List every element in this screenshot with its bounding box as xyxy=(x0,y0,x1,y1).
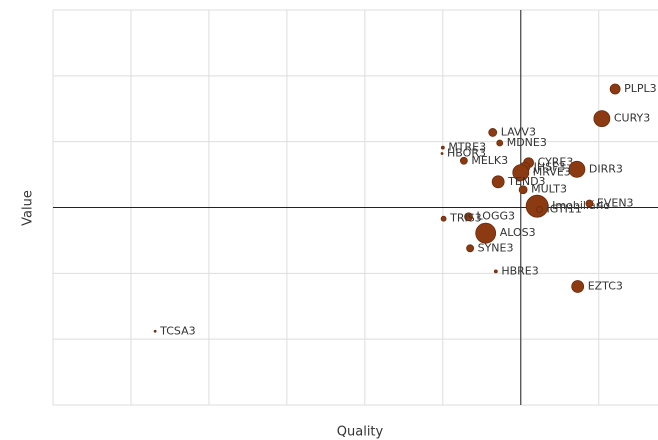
bubble xyxy=(518,185,528,195)
bubble xyxy=(475,222,497,244)
point-label: MDNE3 xyxy=(507,136,547,149)
point-label: TEND3 xyxy=(507,175,545,188)
bubble xyxy=(440,152,444,155)
point-label: SYNE3 xyxy=(478,241,514,254)
y-axis-title: Value xyxy=(21,190,36,226)
point-label: TRIS3 xyxy=(449,212,482,225)
bubble xyxy=(493,269,498,274)
bubble xyxy=(536,206,543,213)
point-label: JHSF3 xyxy=(533,160,566,173)
bubble xyxy=(525,194,549,218)
point-label: MELK3 xyxy=(471,154,508,167)
bubble xyxy=(593,110,611,128)
point-label: Imobiliário xyxy=(552,199,610,212)
point-label: CURY3 xyxy=(614,112,650,125)
bubble xyxy=(488,128,498,137)
point-label: HBOR3 xyxy=(447,147,486,160)
point-label: MTRE3 xyxy=(448,141,486,154)
bubble xyxy=(459,156,468,165)
point-label: EZTC3 xyxy=(588,280,623,293)
point-label: HBRE3 xyxy=(501,264,538,277)
bubble xyxy=(464,212,473,222)
bubble xyxy=(585,199,594,208)
bubble xyxy=(491,175,505,189)
bubble xyxy=(153,329,157,333)
bubble xyxy=(466,244,475,253)
bubble xyxy=(440,215,447,222)
point-label: CYRE3 xyxy=(538,156,574,169)
x-axis-title: Quality xyxy=(337,425,384,440)
point-label: PLPL3 xyxy=(624,82,657,95)
bubble xyxy=(609,83,621,95)
point-label: LAVV3 xyxy=(501,125,536,138)
bubble xyxy=(568,160,586,178)
point-label: LOGG3 xyxy=(477,210,515,223)
point-label: EVEN3 xyxy=(597,197,634,210)
point-label: IGTI11 xyxy=(546,202,581,215)
point-label: MRVE3 xyxy=(533,166,571,179)
bubble xyxy=(571,280,585,293)
bubble xyxy=(496,139,504,147)
bubble xyxy=(440,145,445,150)
point-label: ALOS3 xyxy=(500,226,536,239)
bubble xyxy=(512,164,530,182)
point-label: DIRR3 xyxy=(589,162,623,175)
point-label: TCSA3 xyxy=(159,324,195,337)
point-label: MULT3 xyxy=(531,183,567,196)
